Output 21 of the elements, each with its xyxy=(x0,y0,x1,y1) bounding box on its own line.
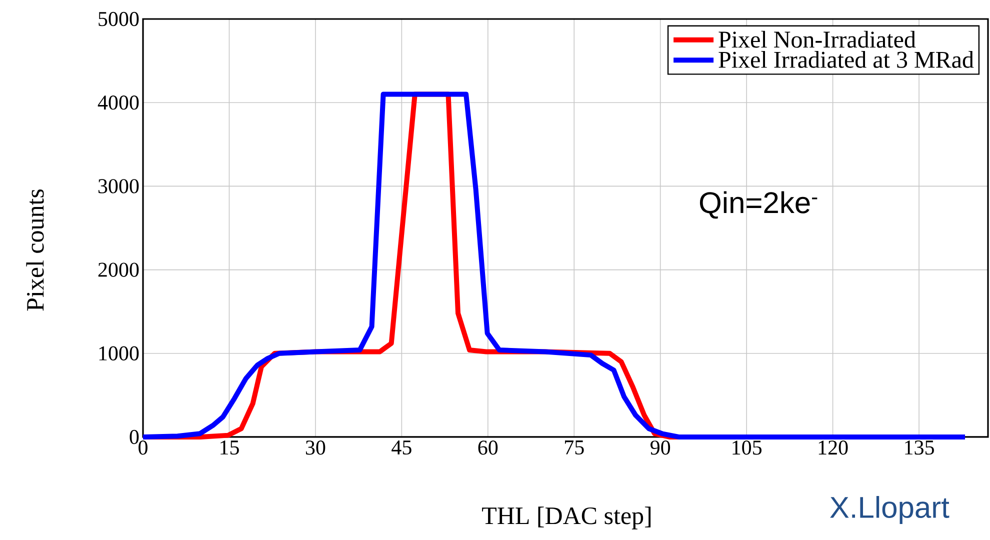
y-tick-label: 2000 xyxy=(98,262,139,277)
x-tick-label: 15 xyxy=(220,440,239,455)
x-tick-label: 90 xyxy=(650,440,670,455)
y-tick-label: 0 xyxy=(130,430,139,444)
x-axis-title: THL [DAC step] xyxy=(482,506,651,530)
x-tick-label: 45 xyxy=(392,440,412,455)
x-tick-label: 105 xyxy=(732,440,762,455)
legend-label: Pixel Non-Irradiated xyxy=(718,30,916,48)
x-tick-label: 30 xyxy=(306,440,326,455)
x-tick-label: 60 xyxy=(478,440,498,455)
legend-label: Pixel Irradiated at 3 MRad xyxy=(718,51,974,68)
y-tick-label: 4000 xyxy=(98,96,139,110)
x-tick-label: 135 xyxy=(905,440,934,455)
x-tick-label: 120 xyxy=(818,440,848,455)
y-tick-label: 3000 xyxy=(98,179,139,194)
annotation: Qin=2ke$^{-}$ xyxy=(700,191,818,219)
y-axis-title: Pixel counts xyxy=(26,189,44,311)
y-tick-label: 5000 xyxy=(98,12,139,26)
x-tick-label: 75 xyxy=(565,440,584,454)
text: X.Llopart xyxy=(830,496,950,524)
y-tick-label: 1000 xyxy=(99,346,139,360)
